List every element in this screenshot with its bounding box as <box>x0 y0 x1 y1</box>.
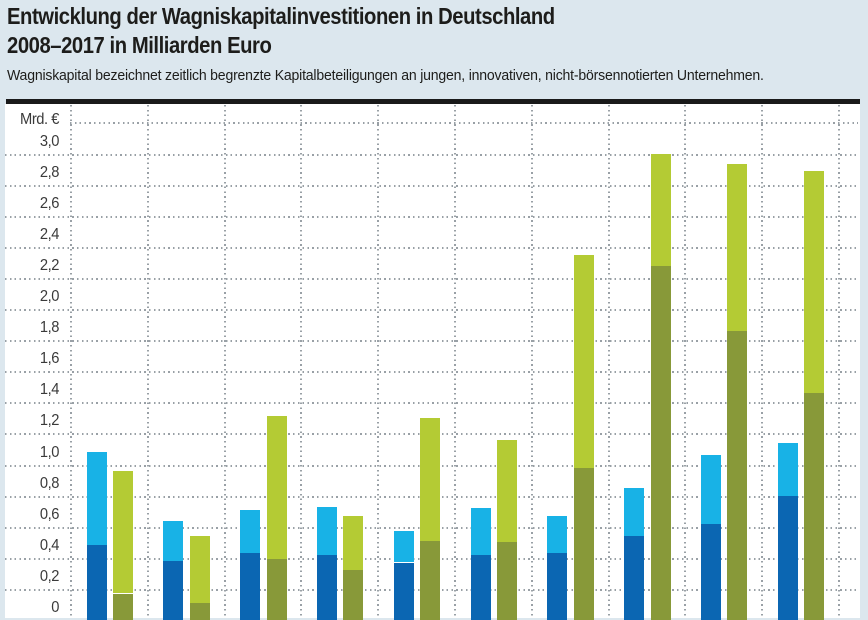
bar-2012-blue-light-segment <box>394 531 414 562</box>
gridline-vertical <box>70 105 72 618</box>
y-axis-tick-label: 2,8 <box>8 164 59 181</box>
gridline-vertical <box>377 105 379 618</box>
y-axis-tick-label: 1,0 <box>8 444 59 461</box>
bar-2010-blue-dark-segment <box>240 553 260 620</box>
gridline-horizontal <box>5 154 858 156</box>
bar-2013-green-dark-segment <box>497 542 517 620</box>
bar-2011-blue-dark-segment <box>317 555 337 620</box>
gridline-vertical <box>761 105 763 618</box>
gridline-vertical <box>147 105 149 618</box>
bar-2013-green-light-segment <box>497 440 517 543</box>
chart-title-line2: 2008–2017 in Milliarden Euro <box>7 31 555 60</box>
y-axis-tick-label: 2,6 <box>8 195 59 212</box>
y-axis-unit-label: Mrd. € <box>8 111 59 128</box>
y-axis-tick-label: 0,6 <box>8 506 59 523</box>
bar-2015-green-dark-segment <box>651 266 671 620</box>
bar-2013-blue-light-segment <box>471 508 491 555</box>
bar-2015-green-light-segment <box>651 154 671 266</box>
y-axis-tick-label: 2,4 <box>8 226 59 243</box>
bar-2010-green-light-segment <box>267 416 287 559</box>
bar-2014-blue-dark-segment <box>547 553 567 620</box>
y-axis-tick-label: 0 <box>8 599 59 616</box>
gridline-vertical <box>454 105 456 618</box>
bar-2008-green-light-segment <box>113 471 133 594</box>
gridline-vertical <box>531 105 533 618</box>
bar-2011-blue-light-segment <box>317 507 337 555</box>
bar-2009-blue-dark-segment <box>163 561 183 620</box>
chart-title-line1: Entwicklung der Wagniskapitalinvestition… <box>7 2 555 31</box>
gridline-horizontal <box>70 122 858 124</box>
bar-2010-blue-light-segment <box>240 510 260 554</box>
y-axis-tick-label: 0,2 <box>8 568 59 585</box>
bar-2016-green-light-segment <box>727 164 747 330</box>
gridline-vertical <box>300 105 302 618</box>
gridline-vertical <box>684 105 686 618</box>
bar-2012-blue-dark-segment <box>394 563 414 620</box>
bar-2016-blue-light-segment <box>701 455 721 523</box>
bar-2014-green-light-segment <box>574 255 594 468</box>
bar-2008-blue-dark-segment <box>87 545 107 620</box>
chart-subtitle: Wagniskapital bezeichnet zeitlich begren… <box>7 68 764 84</box>
bar-2008-green-dark-segment <box>113 594 133 620</box>
y-axis-tick-label: 3,0 <box>8 133 59 150</box>
y-axis-tick-label: 1,2 <box>8 412 59 429</box>
gridline-vertical <box>608 105 610 618</box>
y-axis-tick-label: 1,6 <box>8 350 59 367</box>
y-axis-tick-label: 1,8 <box>8 319 59 336</box>
bar-2017-blue-light-segment <box>778 443 798 496</box>
bar-2014-green-dark-segment <box>574 468 594 620</box>
bar-2012-green-light-segment <box>420 418 440 541</box>
bar-2010-green-dark-segment <box>267 559 287 620</box>
y-axis-tick-label: 1,4 <box>8 381 59 398</box>
bar-2009-blue-light-segment <box>163 521 183 561</box>
y-axis-tick-label: 0,8 <box>8 475 59 492</box>
bar-2017-green-light-segment <box>804 171 824 393</box>
bar-2017-green-dark-segment <box>804 393 824 620</box>
bar-2014-blue-light-segment <box>547 516 567 553</box>
bar-2015-blue-dark-segment <box>624 536 644 620</box>
gridline-vertical <box>224 105 226 618</box>
bar-2016-blue-dark-segment <box>701 524 721 620</box>
bar-2009-green-light-segment <box>190 536 210 603</box>
bar-2008-blue-light-segment <box>87 452 107 545</box>
gridline-vertical <box>838 105 840 618</box>
y-axis-tick-label: 2,2 <box>8 257 59 274</box>
bar-2012-green-dark-segment <box>420 541 440 620</box>
bar-2017-blue-dark-segment <box>778 496 798 620</box>
bar-2013-blue-dark-segment <box>471 555 491 620</box>
bar-2011-green-dark-segment <box>343 570 363 620</box>
bar-2015-blue-light-segment <box>624 488 644 536</box>
y-axis-tick-label: 0,4 <box>8 537 59 554</box>
bar-2009-green-dark-segment <box>190 603 210 620</box>
bar-2011-green-light-segment <box>343 516 363 570</box>
y-axis-tick-label: 2,0 <box>8 288 59 305</box>
chart-header: Entwicklung der Wagniskapitalinvestition… <box>7 2 629 60</box>
bar-2016-green-dark-segment <box>727 331 747 620</box>
